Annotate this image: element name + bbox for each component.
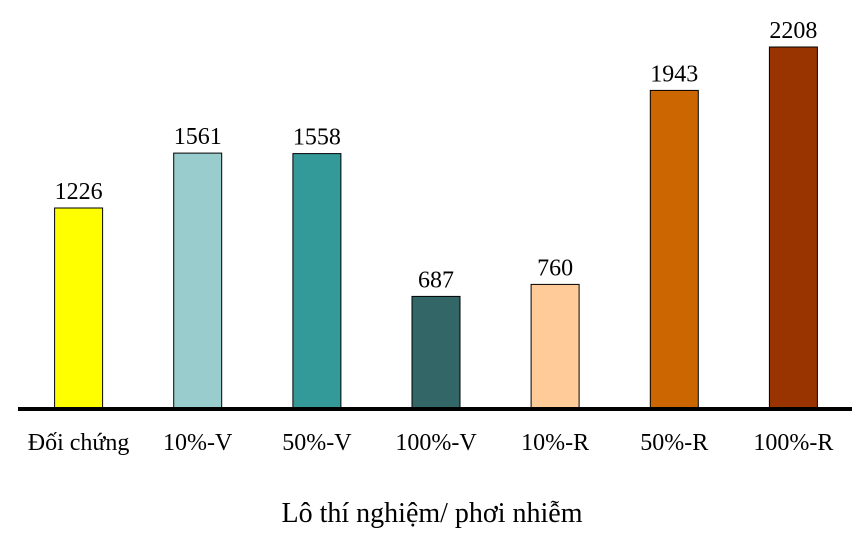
value-label-3: 687 xyxy=(418,267,454,293)
x-tick-label-3: 100%-V xyxy=(395,430,477,456)
bar-0 xyxy=(54,207,104,410)
x-axis-title: Lô thí nghiệm/ phơi nhiễm xyxy=(282,498,583,529)
value-label-6: 2208 xyxy=(769,18,817,44)
bar-1 xyxy=(173,152,223,410)
value-label-2: 1558 xyxy=(293,125,341,151)
bar-3 xyxy=(411,295,461,410)
value-label-0: 1226 xyxy=(55,179,103,205)
bar-2 xyxy=(292,153,342,410)
bar-5 xyxy=(649,89,699,410)
value-label-4: 760 xyxy=(537,255,573,281)
x-tick-label-4: 10%-R xyxy=(521,430,589,456)
bar-4 xyxy=(530,283,580,410)
bar-6 xyxy=(768,46,818,410)
x-tick-label-6: 100%-R xyxy=(753,430,833,456)
bars-group xyxy=(54,46,818,410)
x-tick-label-5: 50%-R xyxy=(640,430,708,456)
x-tick-label-2: 50%-V xyxy=(282,430,352,456)
value-label-1: 1561 xyxy=(174,124,222,150)
value-label-5: 1943 xyxy=(650,61,698,87)
x-tick-labels-group: Đối chứng 10%-V 50%-V 100%-V 10%-R 50%-R 100%-… xyxy=(28,430,834,456)
x-tick-label-0: Đối chứng xyxy=(28,430,130,456)
value-labels-group: 1226 1561 1558 687 760 1943 2208 xyxy=(55,18,818,293)
x-tick-label-1: 10%-V xyxy=(163,430,233,456)
